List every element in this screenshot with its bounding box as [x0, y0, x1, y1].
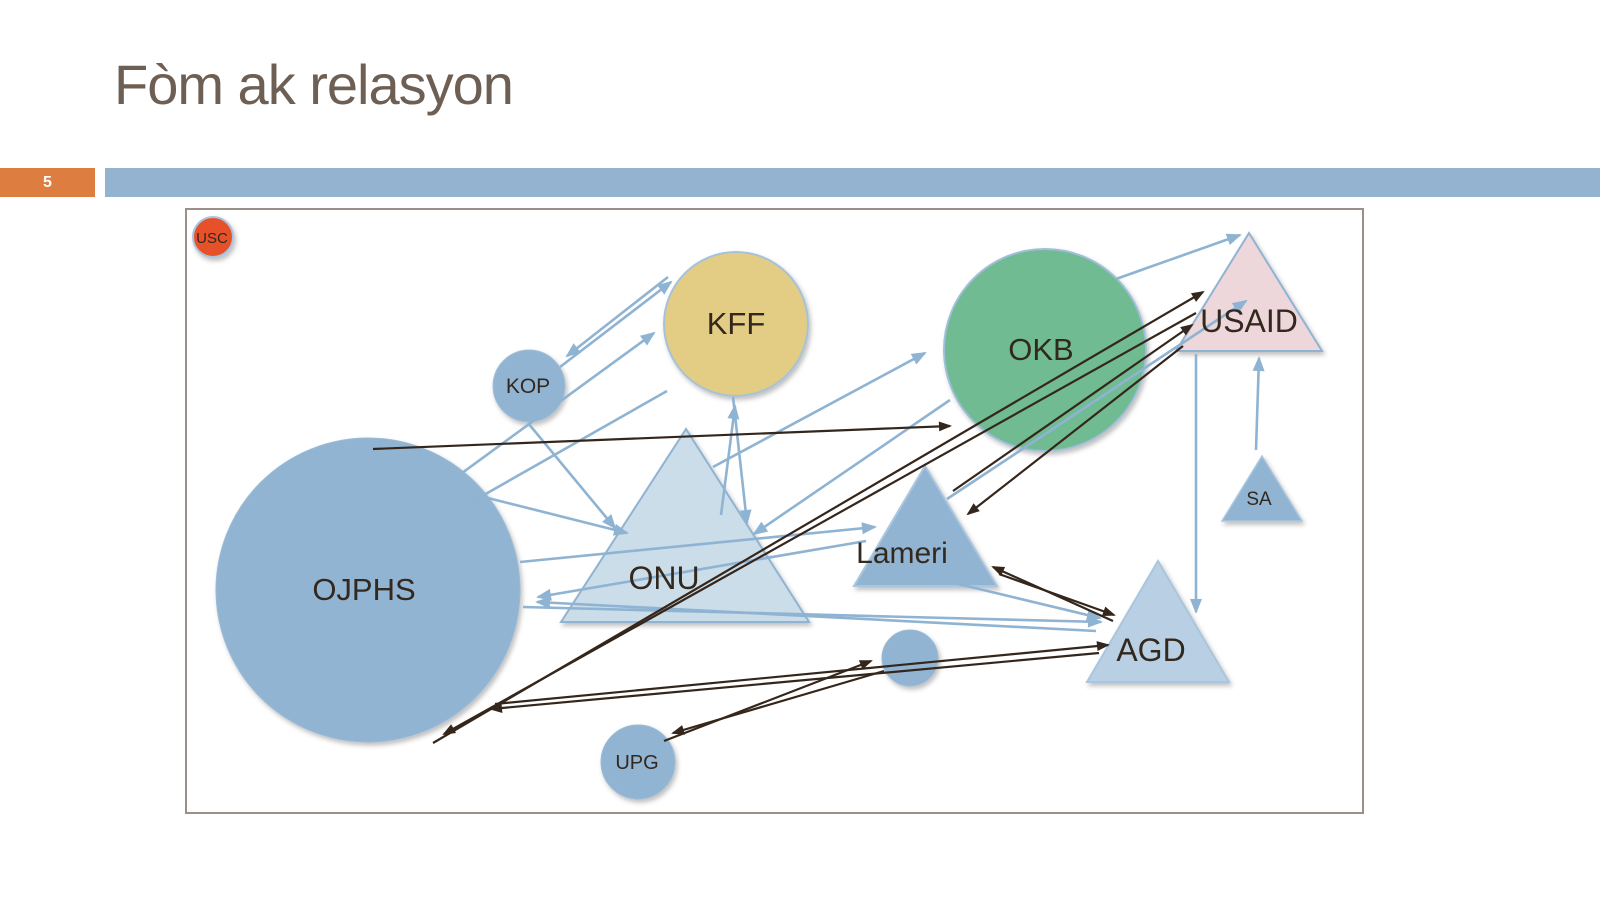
node-label-sa: SA: [1246, 489, 1272, 510]
edge-agd-ojphs: [535, 596, 1097, 633]
nodes-layer: [192, 216, 1324, 800]
node-label-onu: ONU: [628, 560, 699, 596]
node-lameri: [852, 464, 999, 587]
node-usaid: [1174, 231, 1324, 352]
page-number-badge: 5: [0, 168, 95, 197]
edges-layer: [372, 233, 1265, 744]
edge-onu-okb: [712, 351, 927, 469]
edge-kff-onu: [731, 396, 752, 525]
edge-partner-upg: [671, 669, 885, 735]
node-label-lameri: Lameri: [856, 537, 948, 570]
page-number: 5: [43, 173, 52, 191]
node-agd: [1085, 559, 1231, 683]
edge-okb-onu: [752, 398, 951, 536]
edge-kop-onu: [526, 422, 617, 530]
edge-ojphs-okb: [372, 421, 952, 451]
node-upg: [600, 724, 676, 800]
edge-usaid-ojphs: [442, 312, 1197, 735]
edge-usaid-lameri: [966, 345, 1184, 516]
node-sa: [1220, 454, 1304, 522]
labels-layer: USC KFF KOP OKB USAID SA OJPHS ONU Lameri AGD UPG: [196, 230, 1298, 774]
node-label-kff: KFF: [707, 306, 766, 341]
edge-lameri-ojphs: [536, 539, 867, 601]
node-label-agd: AGD: [1116, 632, 1185, 668]
edge-agd-ojphs: [489, 651, 1100, 713]
edge-lameri-usaid: [952, 323, 1194, 492]
node-kop: [492, 349, 566, 423]
edge-kff-kop: [565, 275, 669, 358]
node-usc: [192, 216, 234, 258]
diagram-frame: [185, 208, 1364, 814]
edge-kop-kff: [559, 280, 673, 369]
edge-ojphs-agd: [522, 605, 1103, 628]
node-label-upg: UPG: [615, 752, 658, 774]
node-label-usaid: USAID: [1200, 303, 1298, 339]
node-label-okb: OKB: [1008, 332, 1073, 367]
title-banner-bar: [105, 168, 1600, 197]
edge-lameri-agd: [928, 575, 1102, 621]
node-partner: [881, 629, 939, 687]
edge-kff-ojphs: [466, 389, 668, 506]
edge-ojphs-kff: [450, 331, 656, 483]
node-kff: [663, 251, 809, 397]
node-label-ojphs: OJPHS: [312, 572, 415, 607]
node-label-kop: KOP: [506, 375, 550, 398]
edge-onu-kff: [719, 404, 740, 516]
edge-lameri-usaid: [946, 299, 1248, 501]
edge-ojphs-lameri: [519, 522, 877, 564]
edge-sa-usaid: [1252, 356, 1265, 451]
node-ojphs: [215, 437, 521, 743]
edge-ojphs-agd: [494, 641, 1110, 706]
edge-okb-usaid: [1115, 233, 1242, 281]
edge-upg-partner: [663, 659, 873, 743]
edge-lameri-agd: [998, 572, 1116, 617]
node-label-usc: USC: [196, 230, 228, 247]
slide-title: Fòm ak relasyon: [114, 53, 514, 116]
